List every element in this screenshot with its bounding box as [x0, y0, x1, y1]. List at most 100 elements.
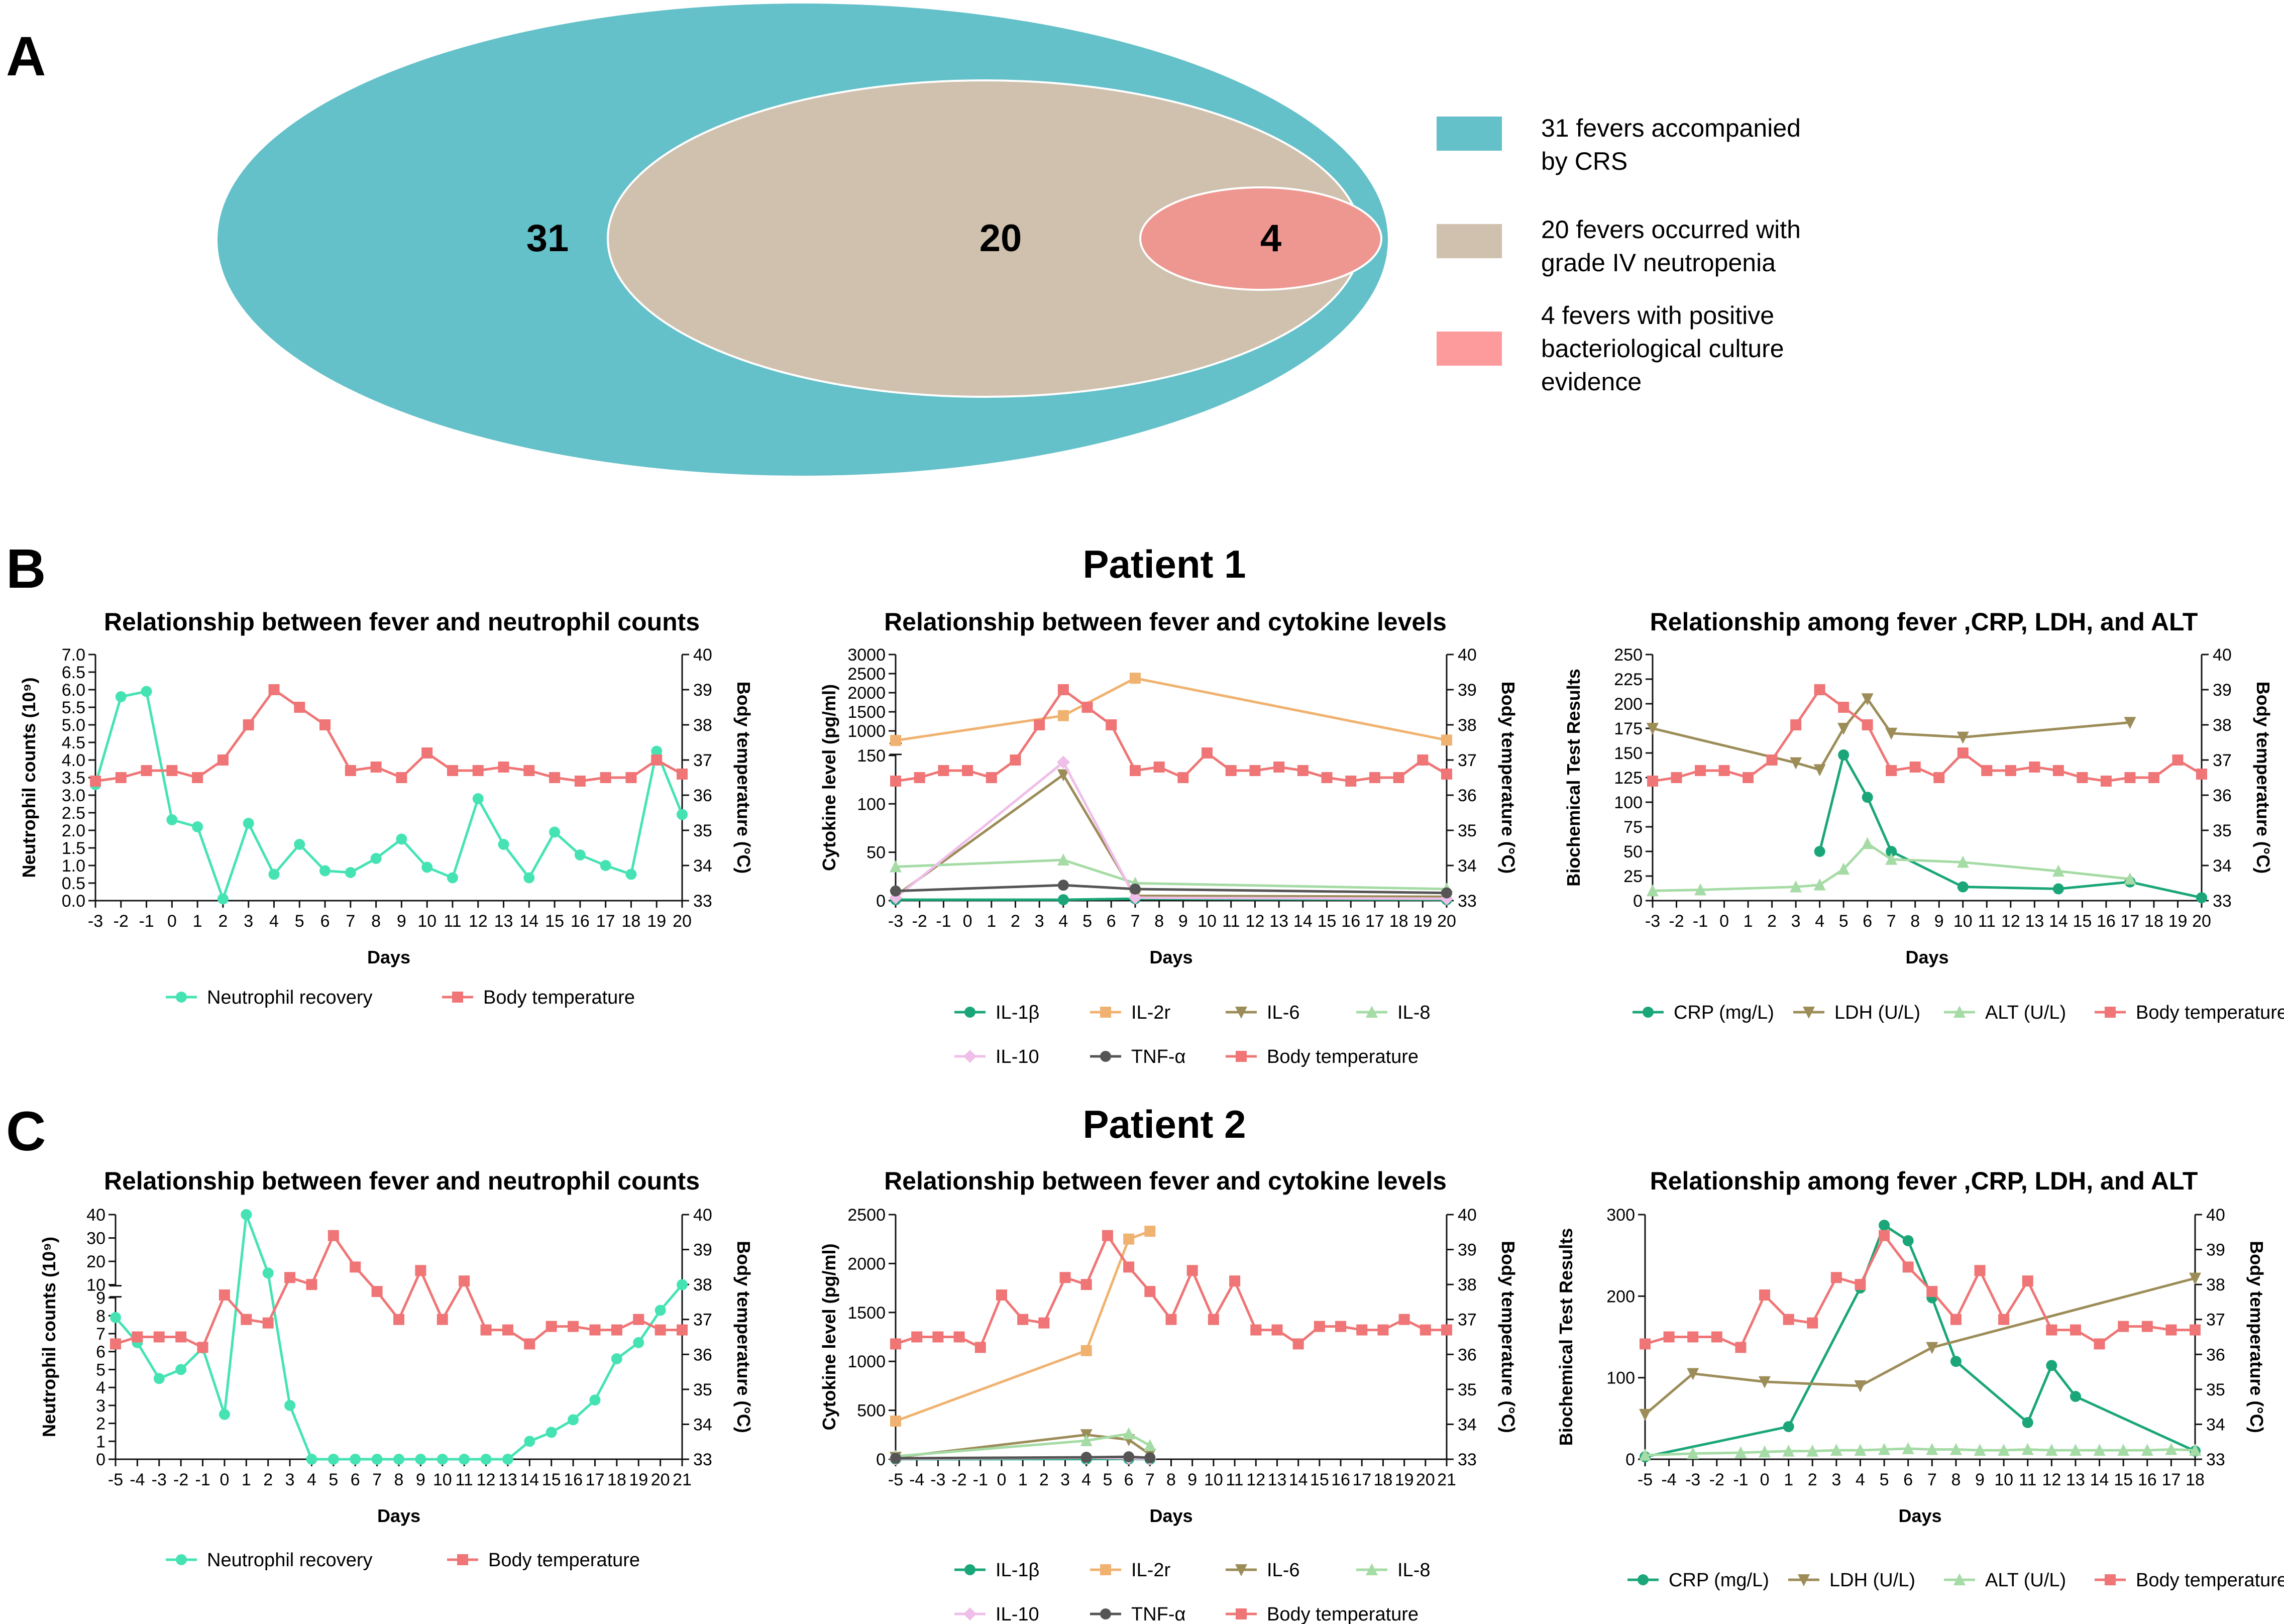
data-point — [890, 735, 901, 746]
data-point — [345, 867, 356, 878]
axis-break-gap — [114, 1285, 118, 1297]
data-point — [1165, 1314, 1177, 1325]
data-point — [2100, 776, 2112, 787]
data-point — [350, 1454, 361, 1465]
venn-legend-line: 4 fevers with positive — [1541, 301, 1774, 330]
data-point — [421, 861, 433, 873]
data-point — [284, 1272, 296, 1283]
data-point — [1861, 693, 1874, 706]
y-tick-label: 0 — [96, 1450, 105, 1469]
data-point — [166, 814, 178, 825]
data-point — [241, 1209, 252, 1220]
legend-marker — [1953, 1573, 1966, 1585]
x-tick-label: -5 — [888, 1470, 903, 1489]
legend-label: IL-8 — [1397, 1002, 1430, 1023]
data-point — [1639, 1409, 1651, 1421]
x-tick-label: 8 — [1166, 1470, 1176, 1489]
x-tick-label: 3 — [1060, 1470, 1070, 1489]
venn-legend: 31 fevers accompanied by CRS 20 fevers o… — [1437, 114, 1801, 396]
data-point — [1123, 1451, 1135, 1463]
data-point — [1441, 769, 1452, 780]
data-point — [437, 1314, 448, 1325]
legend-marker — [457, 1554, 468, 1565]
data-point — [1807, 1317, 1818, 1329]
y2-tick-label: 34 — [1458, 856, 1477, 876]
x-tick-label: 12 — [469, 912, 488, 931]
legend-item: TNF-α — [1090, 1046, 1186, 1067]
y-axis-label: Cytokine level (pg/ml) — [819, 1243, 839, 1430]
chart-p2c: Relationship between fever and cytokine … — [819, 1167, 1518, 1624]
data-point — [328, 1230, 339, 1241]
y-tick-label: 1000 — [847, 722, 886, 741]
data-point — [192, 821, 203, 832]
data-point — [549, 772, 561, 783]
x-tick-label: 12 — [2042, 1470, 2061, 1489]
data-point — [2165, 1443, 2178, 1455]
x-axis-label: Days — [1149, 1505, 1192, 1526]
venn-count-middle: 20 — [980, 217, 1022, 260]
x-tick-label: 1 — [987, 912, 996, 931]
legend-label: IL-6 — [1267, 1560, 1299, 1581]
x-tick-label: 19 — [1413, 912, 1432, 931]
legend-label: IL-2r — [1131, 1560, 1170, 1581]
venn-count-inner: 4 — [1260, 217, 1281, 260]
legend-label: ALT (U/L) — [1985, 1002, 2066, 1023]
data-point — [655, 1324, 666, 1336]
x-tick-label: 18 — [1374, 1470, 1393, 1489]
data-point — [1647, 776, 1658, 787]
series-body-temperature — [890, 1230, 1452, 1353]
data-point — [890, 885, 901, 897]
y-tick-label: 25 — [1623, 867, 1643, 886]
x-tick-label: 11 — [1978, 912, 1996, 931]
legend-marker — [1100, 1564, 1111, 1575]
legend-label: TNF-α — [1131, 1046, 1186, 1067]
data-point — [600, 860, 611, 871]
legend-marker — [1798, 1574, 1810, 1586]
data-point — [974, 1342, 986, 1353]
x-tick-label: 15 — [545, 912, 564, 931]
legend-item: LDH (U/L) — [1793, 1002, 1920, 1023]
data-point — [1229, 1275, 1241, 1287]
data-point — [371, 1454, 383, 1465]
y2-axis-label: Body temperature (°C) — [733, 1241, 754, 1433]
x-tick-label: 19 — [2168, 912, 2188, 931]
series-ldh-u-l- — [1647, 693, 2136, 777]
x-tick-label: 0 — [997, 1470, 1007, 1489]
y2-tick-label: 39 — [693, 681, 712, 700]
data-point — [1902, 1235, 1914, 1246]
data-point — [1861, 837, 1874, 849]
series-line — [895, 761, 1447, 900]
series-body-temperature — [1640, 1230, 2201, 1353]
y-tick-label: 6 — [96, 1343, 105, 1362]
y2-tick-label: 33 — [2206, 1450, 2225, 1469]
y-tick-label: 225 — [1614, 670, 1643, 689]
data-point — [90, 776, 101, 787]
data-point — [633, 1337, 644, 1348]
x-tick-label: 14 — [2090, 1470, 2109, 1489]
y-tick-label: 8 — [96, 1307, 105, 1326]
y2-tick-label: 34 — [2213, 856, 2232, 876]
chart-p1c: Relationship between fever and cytokine … — [819, 608, 1518, 1067]
y2-axis-label: Body temperature (°C) — [2246, 1241, 2267, 1433]
series-line — [895, 1230, 1151, 1423]
series-line — [895, 1432, 1151, 1458]
data-point — [546, 1321, 557, 1332]
data-point — [890, 776, 901, 787]
data-point — [1056, 755, 1070, 769]
data-point — [625, 772, 637, 783]
y-tick-label: 3 — [96, 1396, 105, 1416]
y-tick-label: 1000 — [847, 1352, 886, 1371]
data-point — [175, 1331, 187, 1343]
x-tick-label: 9 — [416, 1470, 425, 1489]
x-tick-label: 3 — [1831, 1470, 1841, 1489]
data-point — [1129, 883, 1141, 895]
data-point — [1057, 894, 1069, 906]
data-point — [1766, 754, 1778, 766]
data-point — [262, 1317, 274, 1329]
legend-label: IL-8 — [1397, 1560, 1430, 1581]
y-tick-label: 300 — [1606, 1206, 1635, 1225]
data-point — [1057, 769, 1069, 782]
series-line — [1818, 753, 2202, 899]
chart-legend: CRP (mg/L) LDH (U/L) ALT (U/L) Body tempera… — [1627, 1570, 2284, 1591]
y2-tick-label: 37 — [693, 1311, 712, 1330]
